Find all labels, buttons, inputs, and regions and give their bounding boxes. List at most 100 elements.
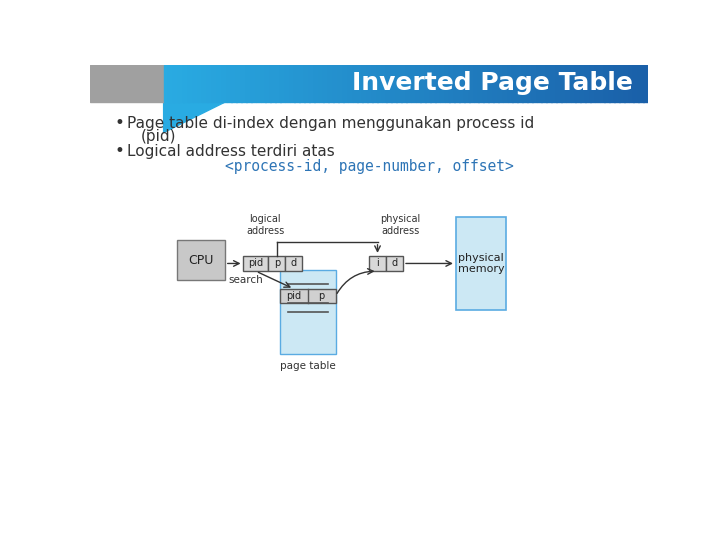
Bar [227,65,233,102]
Bar [193,65,198,102]
Bar [479,65,484,102]
Bar [430,65,436,102]
Bar [343,65,348,102]
Bar [284,65,290,102]
Bar [522,65,528,102]
Bar [285,256,302,271]
Bar [270,65,276,102]
Bar [440,65,446,102]
Bar [456,217,506,309]
Bar [280,65,286,102]
Bar [231,65,237,102]
Bar [513,65,518,102]
Text: page table: page table [280,361,336,372]
Text: d: d [291,259,297,268]
Bar [207,65,213,102]
Bar [508,65,513,102]
Text: Logical address terdiri atas: Logical address terdiri atas [127,144,335,159]
Bar [406,65,411,102]
Bar [488,65,494,102]
Bar [357,65,363,102]
Bar [280,271,336,354]
Bar [503,65,508,102]
Bar [474,65,480,102]
Text: pid: pid [287,291,302,301]
Bar [197,65,203,102]
Bar [261,65,266,102]
Text: i: i [376,259,379,268]
Bar [280,289,336,303]
Bar [561,65,567,102]
Text: Inverted Page Table: Inverted Page Table [351,71,632,95]
Bar [319,65,324,102]
Bar [243,256,269,271]
Bar [464,65,469,102]
Bar [222,65,228,102]
Bar [328,65,334,102]
Bar [256,65,261,102]
Bar [202,65,208,102]
Bar [251,65,256,102]
Text: pid: pid [248,259,264,268]
Bar [348,65,354,102]
Bar [391,65,397,102]
Bar [174,65,179,102]
Bar [551,65,557,102]
Bar [634,65,639,102]
Bar [300,65,305,102]
Bar [217,65,222,102]
Bar [415,65,421,102]
Bar [444,65,450,102]
Bar [323,65,329,102]
Bar [314,65,320,102]
Bar [372,65,377,102]
Bar [382,65,387,102]
Bar [387,65,392,102]
Text: Page table di-index dengan menggunakan process id: Page table di-index dengan menggunakan p… [127,116,534,131]
Bar [333,65,339,102]
Text: physical
address: physical address [380,214,420,236]
Polygon shape [163,102,225,132]
Bar [498,65,503,102]
Text: (pid): (pid) [141,129,176,144]
Bar [595,65,600,102]
Text: CPU: CPU [188,254,214,267]
Bar [575,65,581,102]
Bar [362,65,368,102]
Bar [566,65,571,102]
Bar [177,240,225,280]
Bar [212,65,217,102]
Bar [469,65,474,102]
Bar [556,65,562,102]
Bar [536,65,542,102]
Bar [619,65,624,102]
Bar [367,65,373,102]
Bar [532,65,537,102]
Text: <process-id, page-number, offset>: <process-id, page-number, offset> [225,159,513,174]
Bar [396,65,402,102]
Text: physical
memory: physical memory [458,253,504,274]
Bar [386,256,403,271]
Text: logical
address: logical address [246,214,284,236]
Bar [614,65,620,102]
Bar [410,65,416,102]
Bar [168,65,174,102]
Bar [604,65,610,102]
Bar [643,65,649,102]
Bar [178,65,184,102]
Bar [269,256,285,271]
Bar [541,65,547,102]
Bar [163,65,169,102]
Bar [369,256,386,271]
Bar [294,65,300,102]
Bar [353,65,358,102]
Bar [570,65,576,102]
Text: p: p [319,291,325,301]
Bar [609,65,615,102]
Bar [377,65,382,102]
Bar [90,65,163,102]
Bar [188,65,194,102]
Bar [183,65,189,102]
Bar [493,65,499,102]
Bar [246,65,251,102]
